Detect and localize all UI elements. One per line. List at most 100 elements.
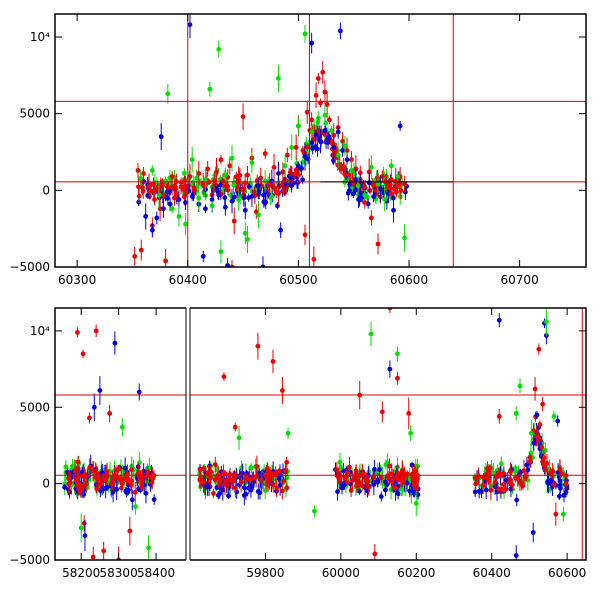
data-point [240,114,246,120]
x-tick-label: 60300 [58,273,96,287]
data-point [375,175,380,181]
data-point [274,485,280,491]
data-point [349,157,354,163]
data-point [220,487,226,493]
data-point [78,487,84,492]
axis-break-gap [186,306,190,562]
data-point [335,152,341,158]
data-point [309,117,315,123]
data-point [129,478,135,484]
data-point [129,497,135,503]
data-point [205,166,211,172]
data-point [557,466,563,472]
data-point [218,249,224,255]
data-point [412,468,418,473]
data-point [214,169,219,175]
x-tick-label: 58200 [62,566,100,580]
data-point [285,430,291,436]
data-point [402,235,407,241]
data-point [295,123,301,129]
data-point [271,164,277,170]
data-point [276,76,281,81]
data-point [251,189,257,195]
data-point [264,475,270,480]
x-tick-label: 59800 [246,566,284,580]
data-point [355,183,361,189]
data-point [323,120,329,126]
data-point [93,328,99,334]
data-point [409,462,415,468]
data-point [337,459,343,465]
data-point [413,501,419,506]
data-point [62,484,68,490]
data-point [189,194,195,199]
data-point [149,480,155,485]
data-point [388,163,394,169]
data-point [225,263,230,267]
data-point [277,482,283,488]
data-point [506,479,512,485]
data-point [151,497,157,502]
data-point [256,183,261,189]
y-tick-label: 10⁴ [30,324,50,338]
data-point [520,483,526,489]
top-plot-area [55,14,586,267]
data-point [241,493,247,498]
data-point [283,469,288,475]
data-point [397,194,403,199]
data-point [347,182,353,187]
data-point [323,139,329,145]
data-point [242,230,248,236]
data-point [236,435,242,441]
data-point [231,180,237,185]
data-point [395,351,400,357]
data-point [393,178,399,184]
data-point [384,180,390,186]
data-point [296,172,301,178]
data-point [402,181,407,187]
top-axes-frame [54,13,587,268]
data-point [220,178,226,184]
data-point [322,112,328,118]
data-point [276,475,282,481]
data-point [541,461,547,467]
data-point [530,530,536,535]
data-point [367,188,373,193]
x-tick-label: 58400 [137,566,175,580]
data-point [222,172,228,178]
data-point [82,472,87,477]
data-point [146,545,151,551]
data-point [411,482,417,488]
data-point [154,215,160,221]
data-point [136,184,141,190]
data-point [335,489,341,495]
data-point [104,469,110,474]
data-point [309,140,315,146]
x-tick-label: 60700 [501,273,539,287]
data-point [536,346,542,352]
data-point [165,195,171,201]
data-point [492,479,498,485]
data-point [364,478,370,484]
data-point [410,476,416,482]
data-point [227,163,233,169]
data-point [305,144,310,150]
data-point [174,191,180,196]
data-point [402,189,408,195]
data-point [75,330,80,335]
data-point [391,186,397,192]
data-point [112,340,118,346]
data-point [385,475,391,481]
data-point [222,195,228,200]
x-tick-label: 60600 [548,566,586,580]
data-point [551,414,557,419]
x-tick-label: 60500 [279,273,317,287]
data-point [245,237,250,242]
data-point [501,482,507,487]
data-point [132,489,138,495]
data-point [161,192,166,198]
data-point [262,151,268,156]
data-point [270,482,276,488]
data-point [563,489,569,495]
data-point [139,485,144,491]
